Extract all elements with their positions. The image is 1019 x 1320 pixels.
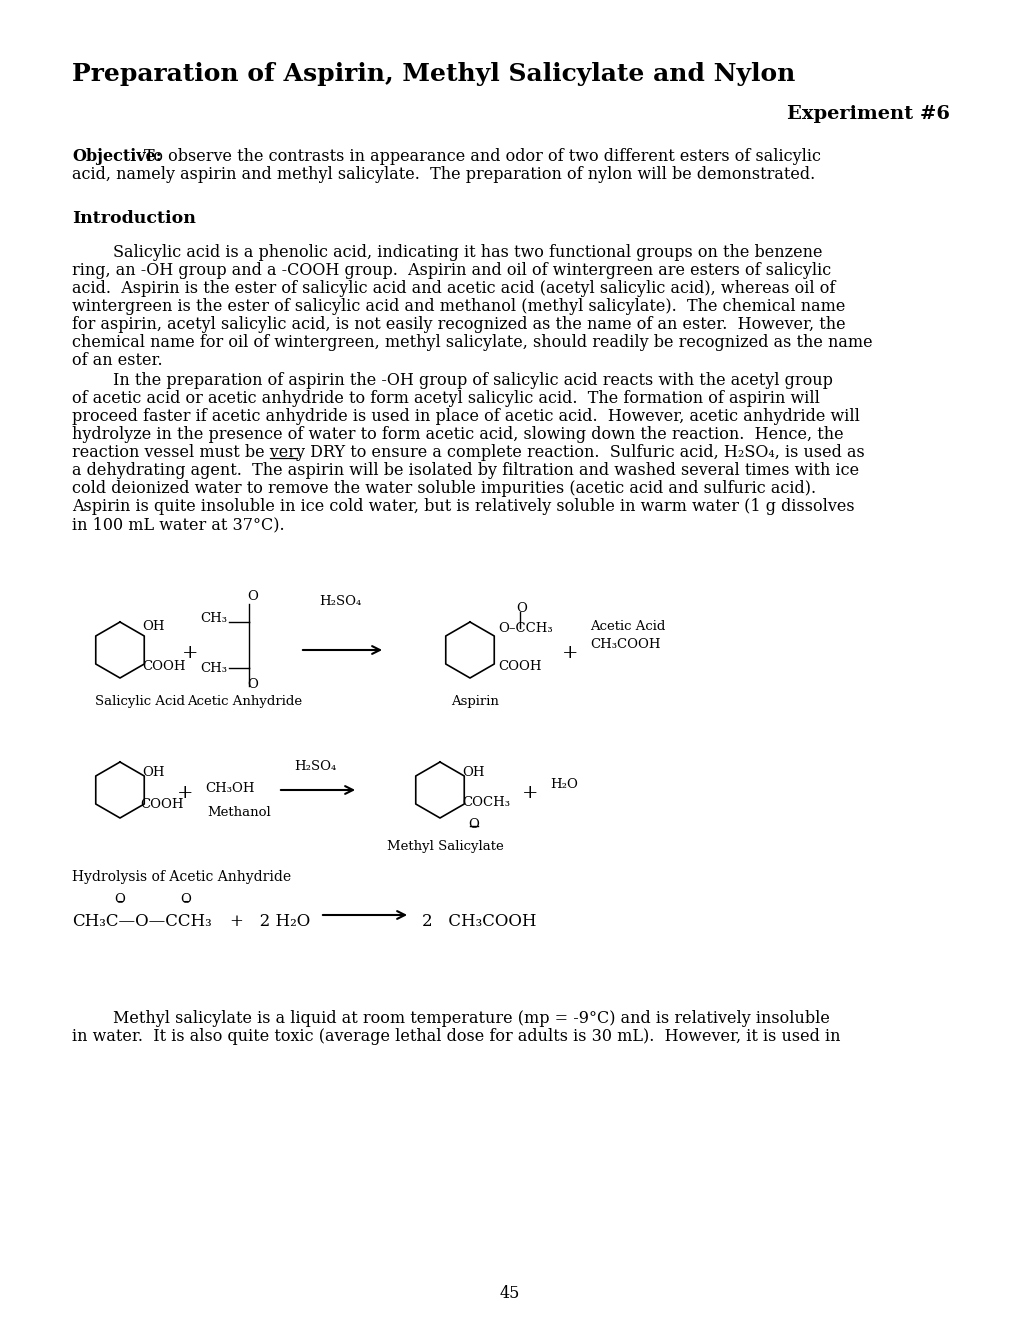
Text: OH: OH [462,766,484,779]
Text: COOH: COOH [497,660,541,673]
Text: Aspirin: Aspirin [450,696,498,708]
Text: OH: OH [142,620,164,634]
Text: +: + [176,784,193,803]
Text: To observe the contrasts in appearance and odor of two different esters of salic: To observe the contrasts in appearance a… [144,148,820,165]
Text: Preparation of Aspirin, Methyl Salicylate and Nylon: Preparation of Aspirin, Methyl Salicylat… [72,62,795,86]
Text: hydrolyze in the presence of water to form acetic acid, slowing down the reactio: hydrolyze in the presence of water to fo… [72,426,843,444]
Text: COOH: COOH [142,660,185,673]
Text: Acetic Acid: Acetic Acid [589,620,664,634]
Text: CH₃: CH₃ [200,663,227,675]
Text: O: O [248,590,258,603]
Text: In the preparation of aspirin the -OH group of salicylic acid reacts with the ac: In the preparation of aspirin the -OH gr… [72,372,833,389]
Text: CH₃C—O—CCH₃: CH₃C—O—CCH₃ [72,912,212,929]
Text: +: + [561,644,578,663]
Text: +   2 H₂O: + 2 H₂O [229,912,310,929]
Text: H₂O: H₂O [549,777,578,791]
Text: Salicylic Acid: Salicylic Acid [95,696,184,708]
Text: Objective:: Objective: [72,148,162,165]
Text: +: + [522,784,538,803]
Text: CH₃COOH: CH₃COOH [589,638,660,651]
Text: +: + [181,644,198,663]
Text: in 100 mL water at 37°C).: in 100 mL water at 37°C). [72,516,284,533]
Text: of an ester.: of an ester. [72,352,162,370]
Text: chemical name for oil of wintergreen, methyl salicylate, should readily be recog: chemical name for oil of wintergreen, me… [72,334,872,351]
Text: OH: OH [142,766,164,779]
Text: ring, an -OH group and a -COOH group.  Aspirin and oil of wintergreen are esters: ring, an -OH group and a -COOH group. As… [72,261,830,279]
Text: COOH: COOH [140,799,183,810]
Text: 2   CH₃COOH: 2 CH₃COOH [422,912,536,929]
Text: of acetic acid or acetic anhydride to form acetyl salicylic acid.  The formation: of acetic acid or acetic anhydride to fo… [72,389,819,407]
Text: cold deionized water to remove the water soluble impurities (acetic acid and sul: cold deionized water to remove the water… [72,480,815,498]
Text: H₂SO₄: H₂SO₄ [319,595,361,609]
Text: H₂SO₄: H₂SO₄ [293,760,336,774]
Text: O–CCH₃: O–CCH₃ [497,622,552,635]
Text: Acetic Anhydride: Acetic Anhydride [187,696,303,708]
Text: Aspirin is quite insoluble in ice cold water, but is relatively soluble in warm : Aspirin is quite insoluble in ice cold w… [72,498,854,515]
Text: in water.  It is also quite toxic (average lethal dose for adults is 30 mL).  Ho: in water. It is also quite toxic (averag… [72,1028,840,1045]
Text: acid.  Aspirin is the ester of salicylic acid and acetic acid (acetyl salicylic : acid. Aspirin is the ester of salicylic … [72,280,835,297]
Text: CH₃: CH₃ [200,612,227,624]
Text: O: O [248,678,258,690]
Text: Introduction: Introduction [72,210,196,227]
Text: reaction vessel must be very DRY to ensure a complete reaction.  Sulfuric acid, : reaction vessel must be very DRY to ensu… [72,444,864,461]
Text: Hydrolysis of Acetic Anhydride: Hydrolysis of Acetic Anhydride [72,870,290,884]
Text: wintergreen is the ester of salicylic acid and methanol (methyl salicylate).  Th: wintergreen is the ester of salicylic ac… [72,298,845,315]
Text: O: O [114,894,125,906]
Text: O: O [516,602,527,615]
Text: 45: 45 [499,1284,520,1302]
Text: proceed faster if acetic anhydride is used in place of acetic acid.  However, ac: proceed faster if acetic anhydride is us… [72,408,859,425]
Text: O: O [468,818,479,832]
Text: CH₃OH: CH₃OH [205,781,255,795]
Text: Methyl salicylate is a liquid at room temperature (mp = -9°C) and is relatively : Methyl salicylate is a liquid at room te… [72,1010,829,1027]
Text: acid, namely aspirin and methyl salicylate.  The preparation of nylon will be de: acid, namely aspirin and methyl salicyla… [72,166,814,183]
Text: a dehydrating agent.  The aspirin will be isolated by filtration and washed seve: a dehydrating agent. The aspirin will be… [72,462,858,479]
Text: O: O [180,894,192,906]
Text: for aspirin, acetyl salicylic acid, is not easily recognized as the name of an e: for aspirin, acetyl salicylic acid, is n… [72,315,845,333]
Text: COCH₃: COCH₃ [462,796,510,809]
Text: Methyl Salicylate: Methyl Salicylate [386,840,503,853]
Text: Salicylic acid is a phenolic acid, indicating it has two functional groups on th: Salicylic acid is a phenolic acid, indic… [72,244,821,261]
Text: Methanol: Methanol [207,807,270,818]
Text: Experiment #6: Experiment #6 [787,106,949,123]
